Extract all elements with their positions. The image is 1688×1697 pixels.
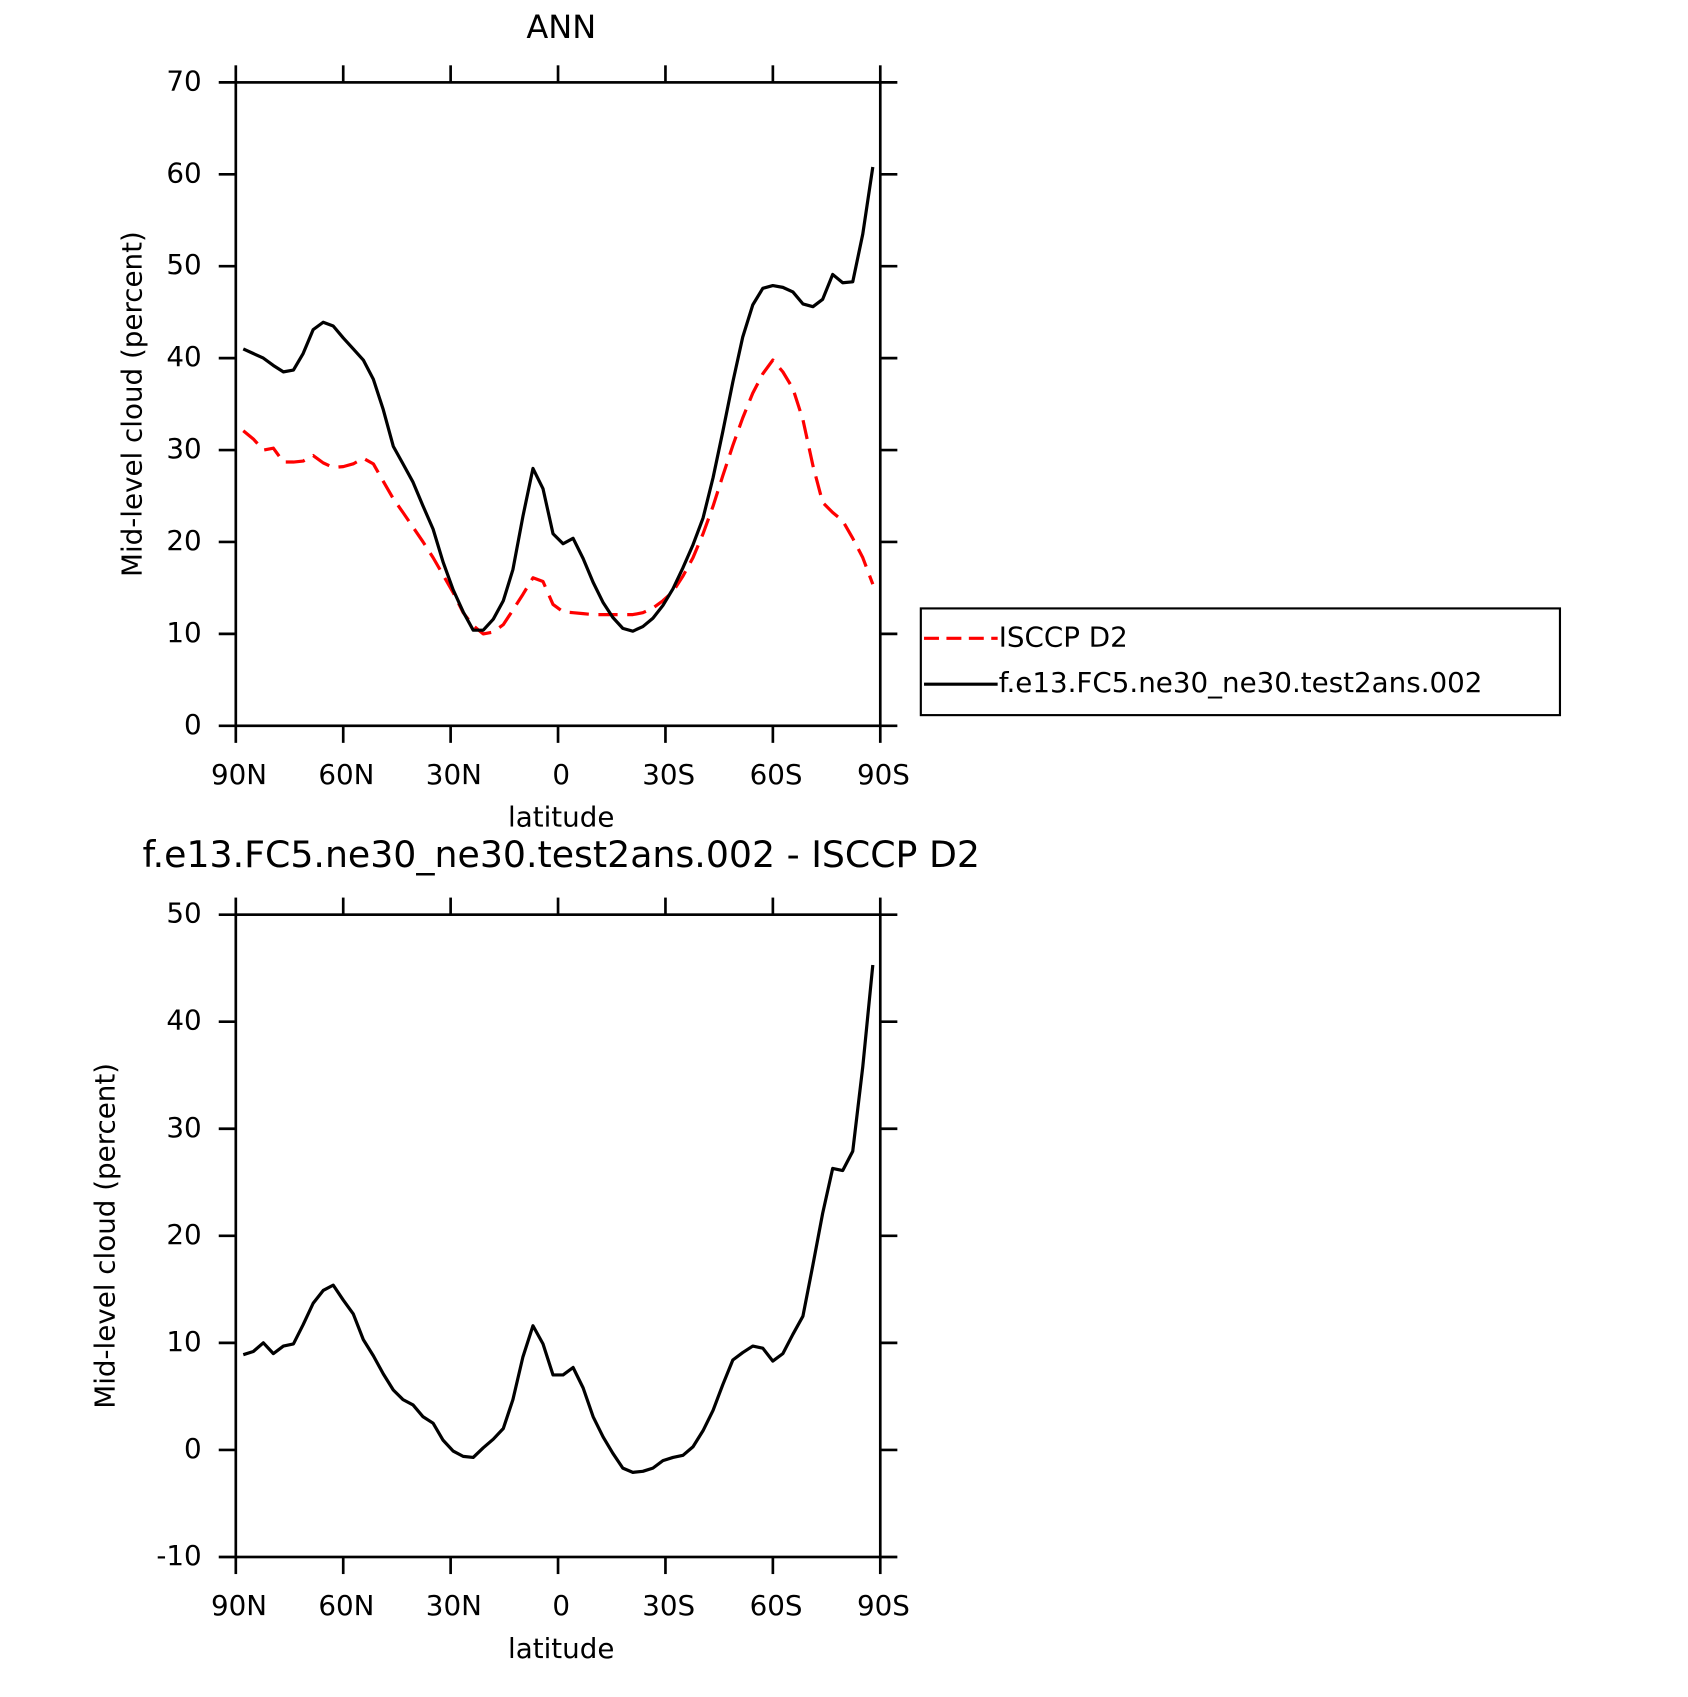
x-tick-label: 90N — [211, 758, 267, 791]
x-tick-label: 30S — [642, 1589, 695, 1622]
data-line — [242, 166, 875, 633]
y-tick-label: 30 — [166, 1111, 201, 1144]
x-tick-label: 90S — [857, 758, 910, 791]
y-tick-label: 10 — [166, 1325, 201, 1358]
x-axis-title: latitude — [508, 801, 614, 834]
data-line — [242, 964, 875, 1474]
y-tick-label: 40 — [166, 1004, 201, 1037]
data-line — [242, 358, 875, 636]
y-tick-label: 30 — [166, 432, 201, 465]
legend-label: f.e13.FC5.ne30_ne30.test2ans.002 — [999, 666, 1483, 699]
chart-title: ANN — [526, 8, 596, 46]
y-tick-label: 50 — [166, 248, 201, 281]
y-tick-label: 20 — [166, 1218, 201, 1251]
y-tick-label: 50 — [166, 897, 201, 930]
y-tick-label: -10 — [156, 1539, 201, 1572]
x-tick-label: 60N — [318, 1589, 374, 1622]
plot-frame — [234, 913, 882, 1559]
x-tick-label: 30N — [426, 1589, 482, 1622]
x-tick-label: 0 — [552, 758, 570, 791]
plot-frame — [234, 81, 882, 728]
legend-box — [919, 607, 1562, 717]
y-axis-title: Mid-level cloud (percent) — [115, 231, 148, 577]
y-tick-label: 0 — [184, 708, 202, 741]
y-tick-label: 0 — [184, 1432, 202, 1465]
y-axis-title: Mid-level cloud (percent) — [89, 1063, 122, 1409]
y-tick-label: 70 — [166, 64, 201, 97]
y-tick-label: 10 — [166, 616, 201, 649]
y-tick-label: 60 — [166, 156, 201, 189]
legend-label: ISCCP D2 — [999, 620, 1128, 653]
x-tick-label: 90S — [857, 1589, 910, 1622]
y-tick-label: 40 — [166, 340, 201, 373]
x-axis-title: latitude — [508, 1632, 614, 1665]
chart-title: f.e13.FC5.ne30_ne30.test2ans.002 - ISCCP… — [143, 833, 980, 876]
x-tick-label: 60S — [750, 758, 803, 791]
x-tick-label: 0 — [552, 1589, 570, 1622]
x-tick-label: 30S — [642, 758, 695, 791]
x-tick-label: 30N — [426, 758, 482, 791]
x-tick-label: 90N — [211, 1589, 267, 1622]
x-tick-label: 60S — [750, 1589, 803, 1622]
y-tick-label: 20 — [166, 524, 201, 557]
x-tick-label: 60N — [318, 758, 374, 791]
